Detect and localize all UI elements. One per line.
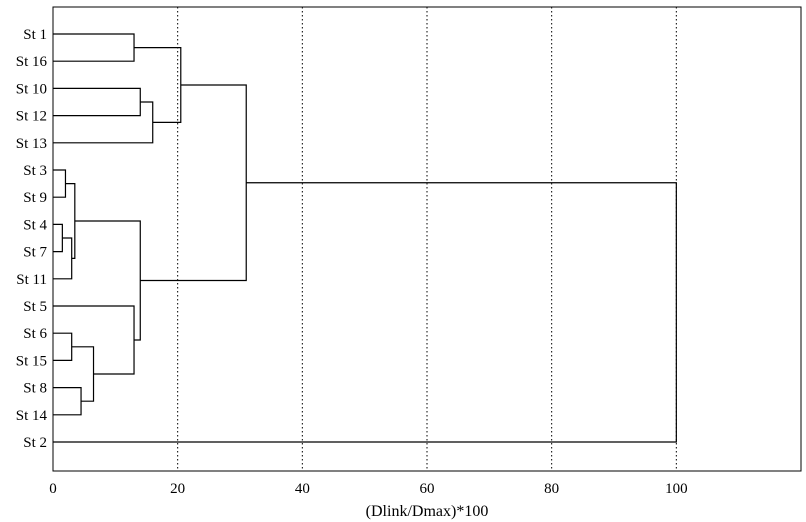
leaf-label: St 7	[23, 245, 47, 261]
leaf-label: St 16	[16, 54, 48, 70]
leaf-label: St 12	[16, 109, 47, 125]
x-tick-label: 80	[544, 481, 559, 497]
leaf-label: St 11	[16, 272, 47, 288]
dendrogram-link	[71, 346, 95, 402]
dendrogram-link	[53, 223, 63, 253]
leaf-label: St 1	[23, 27, 47, 43]
dendrogram-link	[53, 332, 73, 361]
x-axis-ticks: 0 20 40 60 80 100	[49, 481, 687, 497]
dendrogram-link	[53, 87, 141, 117]
leaf-label: St 6	[23, 326, 47, 342]
grid-lines	[177, 7, 677, 471]
dendrogram-link	[140, 84, 247, 282]
leaf-label: St 5	[23, 299, 47, 315]
x-tick-label: 20	[170, 481, 185, 497]
dendrogram-link	[53, 387, 82, 416]
leaf-label: St 8	[23, 381, 47, 397]
dendrogram-link	[53, 182, 677, 443]
dendrogram-link	[134, 47, 182, 123]
x-axis-title: (Dlink/Dmax)*100	[366, 503, 489, 520]
dendrogram-links	[53, 33, 677, 443]
leaf-label: St 2	[23, 435, 47, 451]
leaf-labels: St 1 St 16 St 10 St 12 St 13 St 3 St 9 St 4 St 7…	[16, 27, 48, 451]
plot-frame	[52, 6, 802, 472]
leaf-label: St 13	[16, 136, 47, 152]
leaf-label: St 15	[16, 353, 47, 369]
dendrogram-link	[53, 33, 135, 62]
x-tick-label: 0	[49, 481, 57, 497]
leaf-label: St 9	[23, 190, 47, 206]
leaf-label: St 10	[16, 81, 47, 97]
x-tick-label: 40	[295, 481, 310, 497]
dendrogram-link	[65, 183, 76, 259]
x-tick-label: 100	[665, 481, 688, 497]
leaf-label: St 3	[23, 163, 47, 179]
dendrogram-link	[53, 101, 154, 144]
leaf-label: St 14	[16, 408, 48, 424]
dendrogram-link	[53, 305, 135, 375]
dendrogram-link	[74, 220, 141, 341]
x-tick-label: 60	[420, 481, 435, 497]
dendrogram-link	[53, 169, 67, 198]
leaf-label: St 4	[23, 217, 47, 233]
